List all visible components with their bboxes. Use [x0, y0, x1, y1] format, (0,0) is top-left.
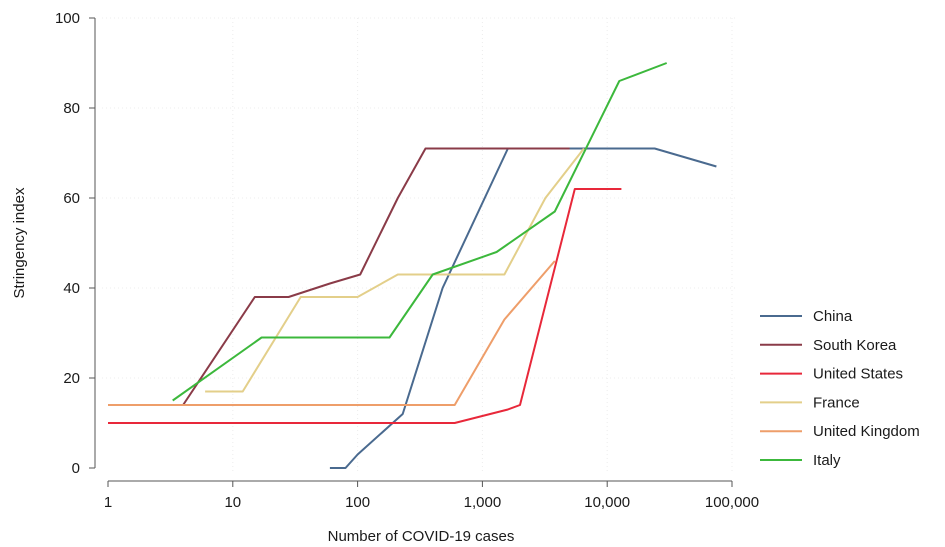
legend: China South Korea United States France Unite… — [760, 308, 920, 469]
series-line-south-korea — [108, 147, 570, 406]
x-tick-label: 1 — [104, 494, 112, 511]
legend-label: South Korea — [813, 337, 897, 354]
y-tick-label: 20 — [63, 370, 80, 387]
x-tick-label: 100,000 — [705, 494, 759, 511]
y-tick-label: 100 — [55, 10, 80, 27]
series-line-china — [329, 147, 717, 469]
x-tick-label: 10 — [224, 494, 241, 511]
y-axis-title: Stringency index — [11, 187, 28, 298]
legend-label: United Kingdom — [813, 423, 920, 440]
grid — [102, 17, 735, 474]
series-line-united-kingdom — [108, 260, 556, 406]
series-lines — [108, 62, 717, 469]
y-tick-label: 40 — [63, 280, 80, 297]
x-axis-title: Number of COVID-19 cases — [328, 528, 515, 545]
x-tick-label: 10,000 — [584, 494, 630, 511]
legend-label: Italy — [813, 452, 841, 469]
y-tick-label: 0 — [72, 460, 80, 477]
series-line-italy — [172, 62, 668, 402]
x-tick-label: 1,000 — [464, 494, 502, 511]
legend-label: China — [813, 308, 853, 325]
series-line-united-states — [108, 188, 622, 424]
y-tick-label: 60 — [63, 190, 80, 207]
series-line-france — [205, 147, 585, 393]
legend-label: France — [813, 394, 860, 411]
legend-label: United States — [813, 366, 903, 383]
y-tick-label: 80 — [63, 100, 80, 117]
x-tick-label: 100 — [345, 494, 370, 511]
ticks: 0 20 40 60 80 100 1 10 100 1,000 10,000 100,000 — [55, 10, 759, 511]
axes — [94, 18, 732, 482]
